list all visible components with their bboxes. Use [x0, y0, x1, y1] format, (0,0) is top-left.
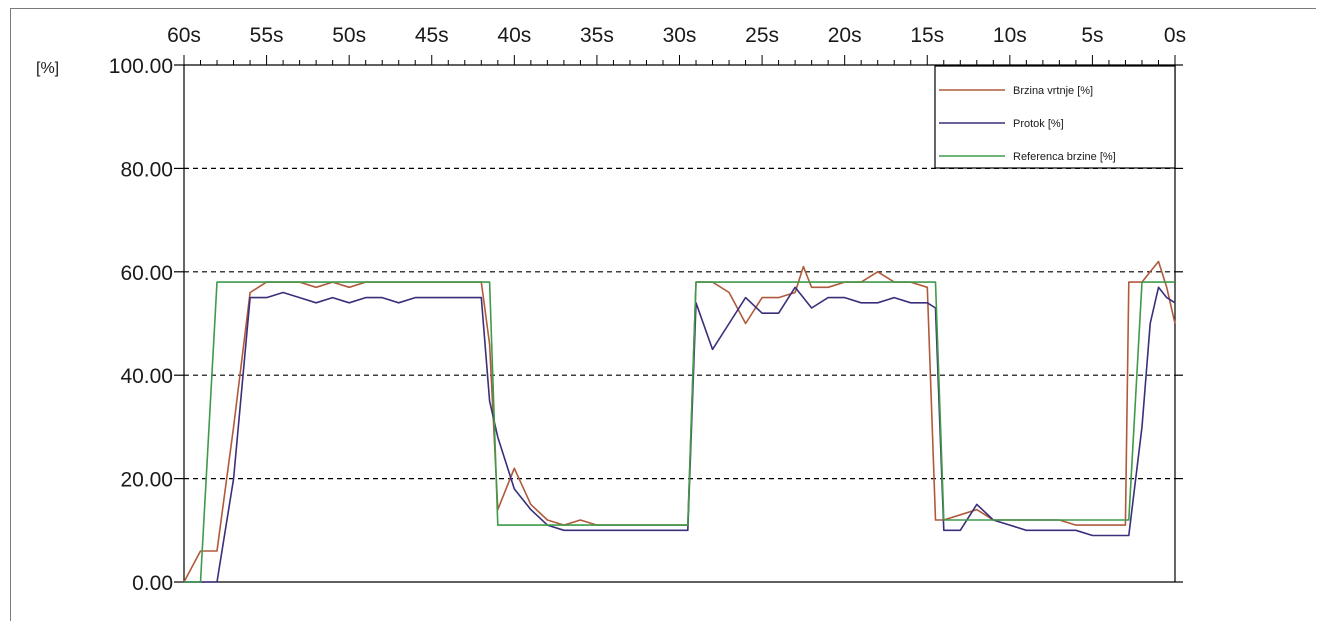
- x-tick-label: 55s: [250, 24, 284, 47]
- series-line-2: [184, 286, 1176, 583]
- x-tick-label: 40s: [497, 24, 531, 47]
- series-layer: [183, 260, 1176, 583]
- x-tick-label: 50s: [332, 24, 366, 47]
- legend-label-2: Protok [%]: [1013, 118, 1064, 130]
- y-tick-label: 40.00: [120, 365, 173, 388]
- x-tick-label: 60s: [167, 24, 201, 47]
- y-tick-label: 60.00: [120, 262, 173, 285]
- series-line-1: [183, 260, 1176, 583]
- x-tick-label: 45s: [415, 24, 449, 47]
- y-tick-label: 100.00: [109, 55, 173, 78]
- x-tick-label: 30s: [663, 24, 697, 47]
- y-tick-label: 0.00: [132, 572, 173, 595]
- y-tick-label: 80.00: [120, 158, 173, 181]
- grid-layer: [184, 167, 1175, 480]
- series-line-3: [184, 281, 1175, 583]
- x-tick-label: 35s: [580, 24, 614, 47]
- x-tick-label: 0s: [1164, 24, 1186, 47]
- legend: Brzina vrtnje [%] Protok [%] Referenca brz…: [934, 65, 1176, 169]
- x-tick-label: 5s: [1081, 24, 1103, 47]
- y-axis-unit-label: [%]: [36, 60, 59, 77]
- legend-label-1: Brzina vrtnje [%]: [1013, 85, 1093, 97]
- x-tick-label: 15s: [910, 24, 944, 47]
- x-tick-label: 25s: [745, 24, 779, 47]
- x-tick-label: 10s: [993, 24, 1027, 47]
- axis-layer: 0.00 20.00 40.00 60.00 80.00 100.00 60s 55s 50s 4…: [109, 24, 1186, 595]
- y-tick-label: 20.00: [120, 469, 173, 492]
- x-tick-label: 20s: [828, 24, 862, 47]
- legend-label-3: Referenca brzine [%]: [1013, 151, 1116, 163]
- legend-box: [934, 65, 1176, 169]
